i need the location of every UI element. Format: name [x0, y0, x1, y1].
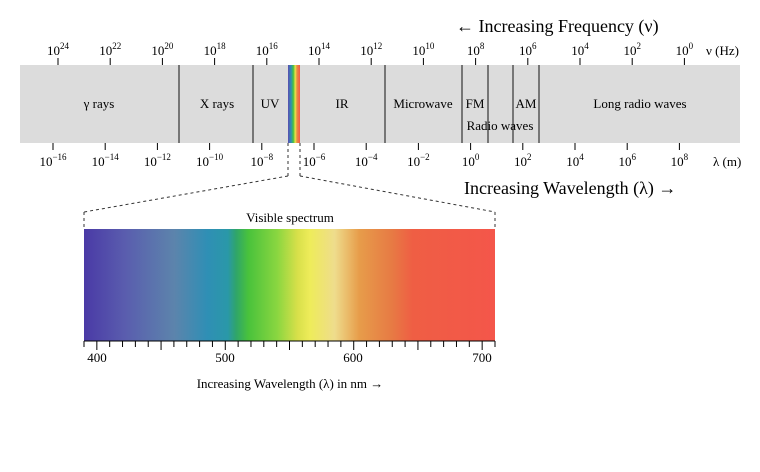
band-labels: γ rays X rays UV IR Microwave FM AM Radi…	[83, 96, 687, 133]
frequency-tick-label-7: 1010	[412, 41, 435, 58]
visible-axis-labels: 400 500 600 700	[87, 350, 492, 365]
wavelength-tick-label-2: 10−12	[144, 152, 171, 169]
frequency-title: ← Increasing Frequency (ν)	[456, 16, 659, 37]
wavelength-ticks	[52, 143, 680, 150]
band-radio-waves: Radio waves	[467, 118, 534, 133]
frequency-tick-label-6: 1012	[360, 41, 382, 58]
wavelength-tick-label-3: 10−10	[196, 152, 224, 169]
band-fm: FM	[466, 96, 485, 111]
wavelength-unit: λ (m)	[713, 154, 741, 169]
band-long-radio-waves: Long radio waves	[593, 96, 686, 111]
visible-tick-400: 400	[87, 350, 107, 365]
frequency-tick-label-10: 104	[571, 41, 589, 58]
frequency-tick-label-1: 1022	[99, 41, 121, 58]
wavelength-tick-label-0: 10−16	[39, 152, 67, 169]
wavelength-tick-label-4: 10−8	[251, 152, 274, 169]
zoom-lines	[83, 143, 496, 228]
visible-spectrum-title: Visible spectrum	[246, 210, 334, 225]
wavelength-tick-label-8: 100	[462, 152, 480, 169]
wavelength-tick-label-6: 10−4	[355, 152, 378, 169]
frequency-tick-label-11: 102	[623, 41, 641, 58]
wavelength-tick-label-10: 104	[566, 152, 584, 169]
visible-axis-title: Increasing Wavelength (λ) in nm →	[197, 376, 384, 391]
frequency-ticks	[57, 58, 685, 65]
frequency-tick-labels: 1024 1022 1020 1018 1016 1014 1012 1010 108 106 10…	[47, 41, 694, 58]
frequency-tick-label-3: 1018	[204, 41, 227, 58]
visible-axis-ticks	[83, 341, 496, 350]
wavelength-tick-label-1: 10−14	[92, 152, 120, 169]
frequency-tick-label-9: 106	[519, 41, 537, 58]
visible-tick-500: 500	[215, 350, 235, 365]
wavelength-tick-label-11: 106	[618, 152, 636, 169]
wavelength-tick-labels: 10−16 10−14 10−12 10−10 10−8 10−6 10−4 10−2 100 1…	[39, 152, 688, 169]
frequency-tick-label-12: 100	[676, 41, 694, 58]
band-uv: UV	[261, 96, 280, 111]
frequency-tick-label-2: 1020	[151, 41, 174, 58]
wavelength-tick-label-12: 108	[671, 152, 689, 169]
visible-tick-700: 700	[472, 350, 492, 365]
frequency-tick-label-0: 1024	[47, 41, 70, 58]
visible-tick-600: 600	[343, 350, 363, 365]
wavelength-tick-label-9: 102	[514, 152, 532, 169]
band-microwave: Microwave	[393, 96, 452, 111]
frequency-tick-label-5: 1014	[308, 41, 331, 58]
wavelength-tick-label-7: 10−2	[407, 152, 430, 169]
visible-spectrum-bar	[84, 229, 495, 341]
visible-sliver	[288, 65, 300, 143]
band-gamma-rays: γ rays	[83, 96, 115, 111]
band-ir: IR	[336, 96, 349, 111]
spectrum-band	[20, 65, 740, 143]
band-dividers	[178, 65, 540, 143]
wavelength-title: Increasing Wavelength (λ) →	[464, 178, 676, 199]
band-am: AM	[516, 96, 537, 111]
frequency-tick-label-4: 1016	[256, 41, 279, 58]
wavelength-tick-label-5: 10−6	[303, 152, 326, 169]
frequency-unit: ν (Hz)	[706, 43, 739, 58]
frequency-tick-label-8: 108	[467, 41, 485, 58]
band-x-rays: X rays	[200, 96, 234, 111]
